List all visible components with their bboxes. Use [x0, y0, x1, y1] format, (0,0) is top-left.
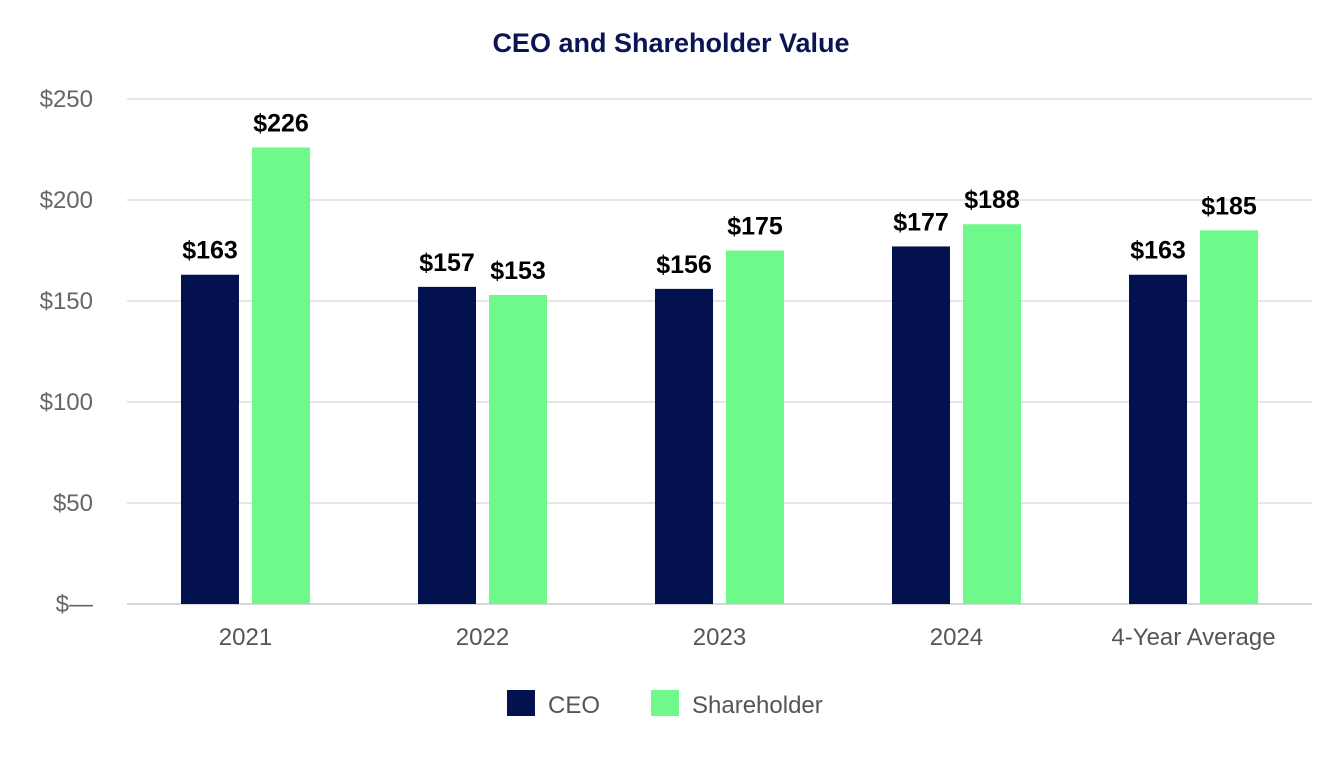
data-label: $188 — [964, 186, 1020, 214]
bar-shareholder — [726, 250, 784, 604]
bar-shareholder — [489, 294, 547, 604]
legend-label: CEO — [548, 692, 600, 719]
y-axis: $— $50 $100 $150 $200 $250 — [40, 86, 93, 618]
x-axis: 2021 2022 2023 2024 4-Year Average — [219, 624, 1276, 651]
legend-label: Shareholder — [692, 692, 823, 719]
y-tick-label: $250 — [40, 86, 93, 113]
x-tick-label: 4-Year Average — [1111, 624, 1275, 651]
legend: CEO Shareholder — [507, 690, 823, 719]
data-label: $156 — [656, 251, 712, 279]
y-tick-label: $50 — [53, 490, 93, 517]
legend-item-ceo: CEO — [507, 690, 600, 719]
legend-swatch — [651, 690, 679, 716]
bar-ceo — [1129, 274, 1187, 604]
gridlines — [127, 98, 1312, 605]
bar-ceo — [181, 274, 239, 604]
y-tick-label: $200 — [40, 187, 93, 214]
y-tick-label: $100 — [40, 389, 93, 416]
y-tick-label: $150 — [40, 288, 93, 315]
data-label: $153 — [490, 257, 546, 285]
legend-swatch — [507, 690, 535, 716]
x-tick-label: 2022 — [456, 624, 509, 651]
bar-ceo — [655, 288, 713, 604]
bar-shareholder — [1200, 230, 1258, 605]
bar-shareholder — [252, 147, 310, 605]
bar-ceo — [892, 246, 950, 604]
x-tick-label: 2023 — [693, 624, 746, 651]
data-label: $163 — [1130, 237, 1186, 265]
chart-title: CEO and Shareholder Value — [492, 28, 849, 58]
data-label: $185 — [1201, 192, 1257, 220]
bar-ceo — [418, 286, 476, 604]
x-tick-label: 2024 — [930, 624, 983, 651]
data-label: $163 — [182, 237, 238, 265]
data-label: $226 — [253, 109, 309, 137]
y-tick-label: $— — [56, 591, 93, 618]
data-label: $175 — [727, 213, 783, 241]
bar-shareholder — [963, 224, 1021, 605]
bars: $163 $226 $157 $153 $156 $175 $177 $188 $163 $185 — [181, 109, 1258, 605]
x-tick-label: 2021 — [219, 624, 272, 651]
legend-item-shareholder: Shareholder — [651, 690, 823, 719]
data-label: $157 — [419, 249, 475, 277]
data-label: $177 — [893, 208, 949, 236]
